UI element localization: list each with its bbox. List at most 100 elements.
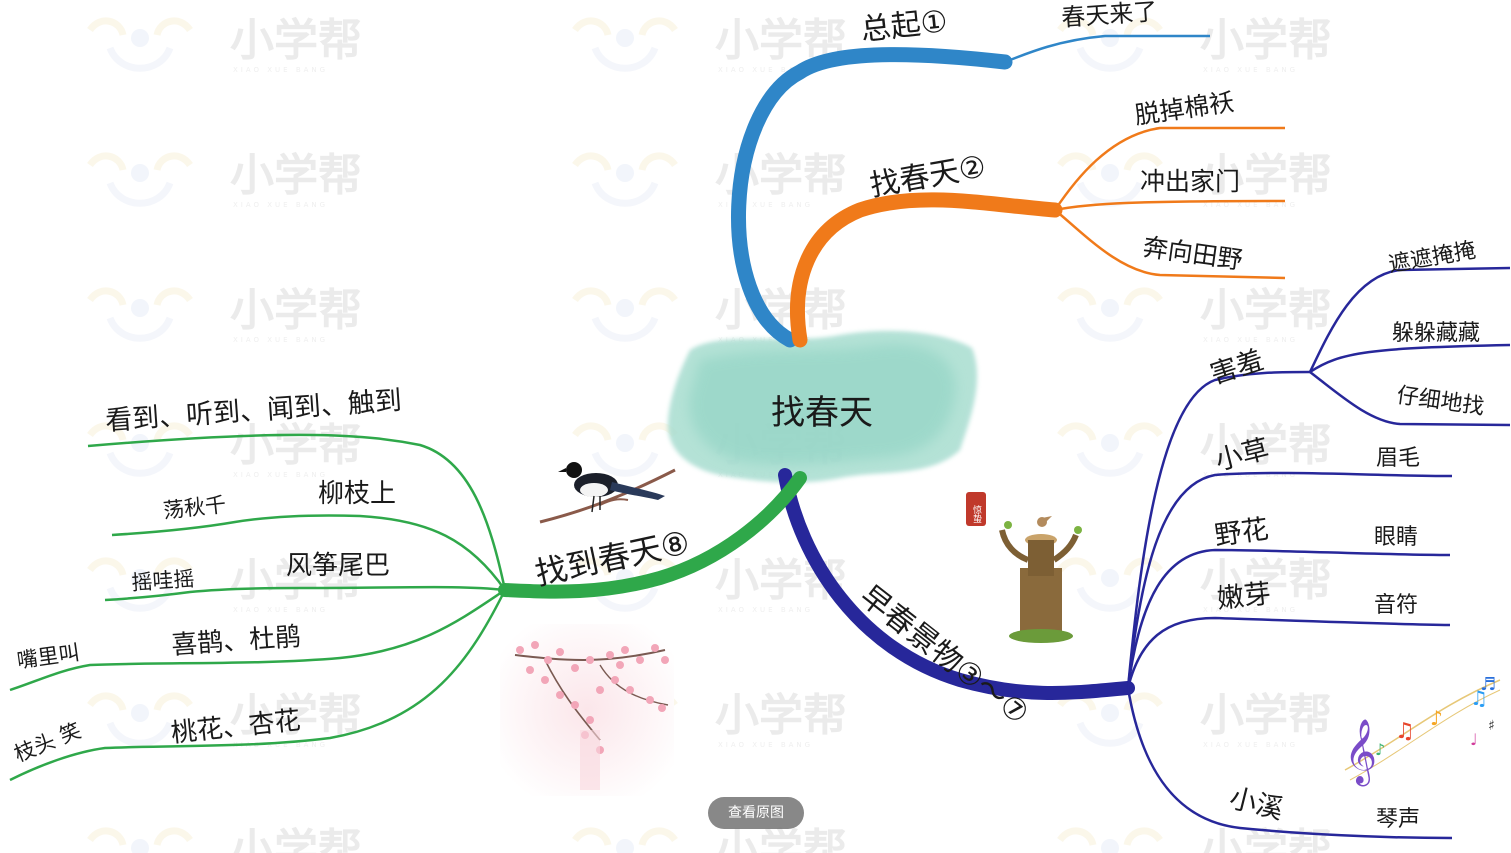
svg-text:小学帮: 小学帮 (230, 150, 362, 201)
blossom-petal (651, 644, 659, 652)
music-notes-illustration: 𝄞 ♫ ♪ ♫ ♬ ♪ ♩ ♯ (1344, 674, 1501, 786)
svg-text:XIAO XUE BANG: XIAO XUE BANG (718, 66, 813, 74)
svg-text:♩: ♩ (1470, 730, 1478, 749)
svg-text:♯: ♯ (1488, 718, 1495, 734)
scenery-group-2-item-0: 眼睛 (1374, 525, 1418, 550)
blossom-petal (571, 664, 579, 672)
scenery-group-3-item-0: 音符 (1374, 593, 1418, 618)
svg-text:XIAO XUE BANG: XIAO XUE BANG (1203, 201, 1298, 209)
found-group-4-item-0: 枝头 笑 (11, 718, 85, 766)
blossom-petal (606, 651, 614, 659)
svg-text:小学帮: 小学帮 (230, 555, 362, 606)
blossom-petal (544, 656, 552, 664)
svg-text:♬: ♬ (1480, 674, 1496, 695)
svg-text:XIAO XUE BANG: XIAO XUE BANG (718, 606, 813, 614)
blossom-petal (661, 656, 669, 664)
svg-text:XIAO XUE BANG: XIAO XUE BANG (233, 741, 328, 749)
svg-text:小学帮: 小学帮 (230, 15, 362, 66)
found-group-3-label: 喜鹊、杜鹃 (170, 622, 302, 661)
blossom-petal (636, 656, 644, 664)
scenery-group-0-item-1: 躲躲藏藏 (1392, 321, 1480, 346)
scenery-group-4-label: 小溪 (1226, 783, 1286, 826)
stump-illustration (999, 516, 1082, 643)
svg-text:XIAO XUE BANG: XIAO XUE BANG (233, 606, 328, 614)
branch-intro-trunk (731, 47, 1013, 348)
svg-text:小学帮: 小学帮 (715, 690, 847, 741)
branch-intro-label: 总起① (859, 4, 949, 48)
svg-text:XIAO XUE BANG: XIAO XUE BANG (1203, 336, 1298, 344)
svg-text:小学帮: 小学帮 (230, 285, 362, 336)
branch-intro: 总起① 春天来了 (731, 0, 1210, 348)
blossom-petal (658, 704, 666, 712)
found-group-2-label: 风筝尾巴 (286, 551, 390, 581)
svg-text:小学帮: 小学帮 (1200, 150, 1332, 201)
svg-text:XIAO XUE BANG: XIAO XUE BANG (1203, 606, 1298, 614)
svg-text:XIAO XUE BANG: XIAO XUE BANG (718, 201, 813, 209)
blossom-petal (556, 648, 564, 656)
found-group-2-item-0: 摇哇摇 (131, 567, 196, 595)
blossom-petal (596, 686, 604, 694)
blossom-petal (586, 716, 594, 724)
intro-item-0: 春天来了 (1060, 0, 1158, 32)
svg-text:小学帮: 小学帮 (1200, 555, 1332, 606)
scenery-group-1-item-0: 眉毛 (1376, 446, 1420, 471)
svg-text:小学帮: 小学帮 (1200, 285, 1332, 336)
scenery-group-0-label: 害羞 (1207, 344, 1268, 390)
svg-text:XIAO XUE BANG: XIAO XUE BANG (718, 741, 813, 749)
view-original-button[interactable]: 查看原图 (708, 797, 804, 829)
branch-found-trunk (498, 471, 807, 599)
blossom-petal (616, 661, 624, 669)
blossom-petal (541, 676, 549, 684)
scenery-group-4-item-0: 琴声 (1376, 807, 1420, 832)
svg-text:♫: ♫ (1395, 719, 1415, 744)
blossom-petal (611, 676, 619, 684)
blossom-petal (516, 646, 524, 654)
svg-text:♫: ♫ (1470, 686, 1488, 710)
center-label: 找春天 (771, 393, 873, 433)
blossom-petal (646, 696, 654, 704)
search-item-1: 冲出家门 (1140, 167, 1240, 196)
blossom-petal (571, 701, 579, 709)
search-item-2: 奔向田野 (1141, 232, 1244, 275)
blossom-petal (586, 656, 594, 664)
blossom-petal (621, 646, 629, 654)
seal-text: 惊蛰 (971, 504, 982, 524)
svg-text:小学帮: 小学帮 (1200, 15, 1332, 66)
found-group-1-label: 柳枝上 (318, 479, 396, 509)
svg-text:小学帮: 小学帮 (715, 825, 847, 853)
svg-text:小学帮: 小学帮 (1200, 690, 1332, 741)
svg-text:♪: ♪ (1375, 740, 1385, 759)
svg-text:XIAO XUE BANG: XIAO XUE BANG (1203, 741, 1298, 749)
branch-scenery-label: 早春景物③～⑦ (853, 579, 1035, 732)
branch-scenery-trunk (778, 468, 1135, 700)
scenery-group-0-item-2: 仔细地找 (1395, 383, 1486, 420)
svg-text:小学帮: 小学帮 (1200, 420, 1332, 471)
scenery-group-0-item-0: 遮遮掩掩 (1387, 238, 1478, 278)
scenery-group-2-label: 野花 (1213, 514, 1271, 552)
svg-text:XIAO XUE BANG: XIAO XUE BANG (1203, 66, 1298, 74)
svg-text:XIAO XUE BANG: XIAO XUE BANG (233, 471, 328, 479)
blossom-illustration (500, 624, 674, 796)
blossom-petal (526, 666, 534, 674)
svg-text:小学帮: 小学帮 (230, 420, 362, 471)
svg-text:小学帮: 小学帮 (230, 690, 362, 741)
blossom-petal (531, 641, 539, 649)
branch-search-trunk (790, 192, 1063, 348)
svg-text:XIAO XUE BANG: XIAO XUE BANG (233, 66, 328, 74)
svg-text:♪: ♪ (1430, 706, 1443, 730)
magpie-illustration (539, 462, 676, 524)
